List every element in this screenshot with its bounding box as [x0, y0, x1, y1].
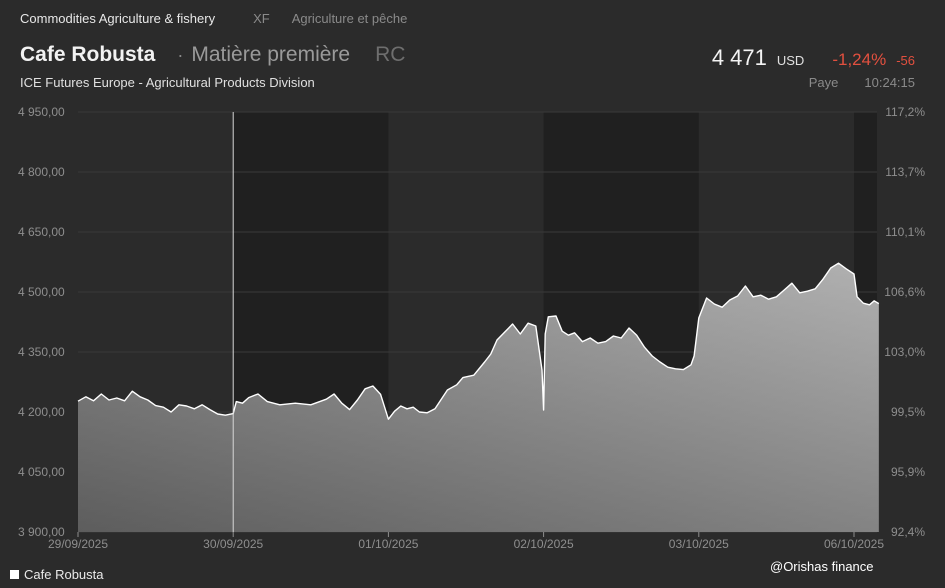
- title-row: Cafe Robusta · Matière première RC: [20, 43, 405, 67]
- title-separator: ·: [177, 45, 184, 65]
- legend-swatch: [10, 570, 19, 579]
- category-label[interactable]: Commodities Agriculture & fishery: [20, 11, 216, 26]
- asset-type[interactable]: Agriculture et pêche: [291, 11, 408, 26]
- x-tick-label-4: 03/10/2025: [669, 537, 729, 551]
- chart-legend[interactable]: Cafe Robusta: [10, 567, 104, 582]
- y2-tick-label-5: 110,1%: [885, 225, 925, 239]
- asset-subtitle: Matière première: [191, 43, 351, 66]
- y-tick-label-7: 4 950,00: [18, 105, 65, 119]
- y-tick-label-1: 4 050,00: [18, 465, 65, 479]
- price-chart[interactable]: 3 900,00 4 050,00 4 200,00 4 350,00 4 500,00…: [0, 100, 945, 552]
- market-status: Paye 10:24:15: [809, 75, 915, 90]
- y-tick-label-0: 3 900,00: [18, 525, 65, 539]
- change-absolute: -56: [896, 53, 915, 68]
- currency-label: USD: [776, 53, 805, 68]
- page-title: Cafe Robusta: [20, 43, 156, 66]
- y-tick-label-5: 4 650,00: [18, 225, 65, 239]
- x-tick-label-2: 01/10/2025: [358, 537, 418, 551]
- watermark: @Orishas finance: [770, 559, 874, 574]
- y2-tick-label-2: 99,5%: [891, 405, 925, 419]
- legend-label: Cafe Robusta: [24, 567, 104, 582]
- x-tick-label-3: 02/10/2025: [514, 537, 574, 551]
- symbol-code: RC: [375, 43, 406, 66]
- y2-tick-label-1: 95,9%: [891, 465, 925, 479]
- breadcrumb: Commodities Agriculture & fishery XF Agr…: [20, 11, 407, 26]
- exchange-name: ICE Futures Europe - Agricultural Produc…: [20, 75, 315, 90]
- y2-tick-label-4: 106,6%: [884, 285, 925, 299]
- change-percent: -1,24%: [832, 50, 887, 69]
- status-text: Paye: [808, 75, 839, 90]
- y-tick-label-2: 4 200,00: [18, 405, 65, 419]
- y2-tick-label-6: 113,7%: [885, 165, 925, 179]
- x-tick-label-0: 29/09/2025: [48, 537, 108, 551]
- y-tick-label-3: 4 350,00: [18, 345, 65, 359]
- last-price: 4 471: [711, 45, 767, 70]
- x-tick-label-5: 06/10/2025: [824, 537, 884, 551]
- y2-tick-label-7: 117,2%: [885, 105, 925, 119]
- y-tick-label-4: 4 500,00: [18, 285, 65, 299]
- series-area-highlight: [78, 263, 879, 532]
- series-line: [77, 262, 880, 420]
- x-tick-label-1: 30/09/2025: [203, 537, 263, 551]
- y-tick-label-6: 4 800,00: [18, 165, 65, 179]
- quote-time: 10:24:15: [864, 75, 915, 90]
- y2-tick-label-3: 103,0%: [884, 345, 925, 359]
- quote-panel: 4 471 USD -1,24% -56: [712, 45, 915, 71]
- y2-tick-label-0: 92,4%: [891, 525, 925, 539]
- exchange-code[interactable]: XF: [253, 11, 270, 26]
